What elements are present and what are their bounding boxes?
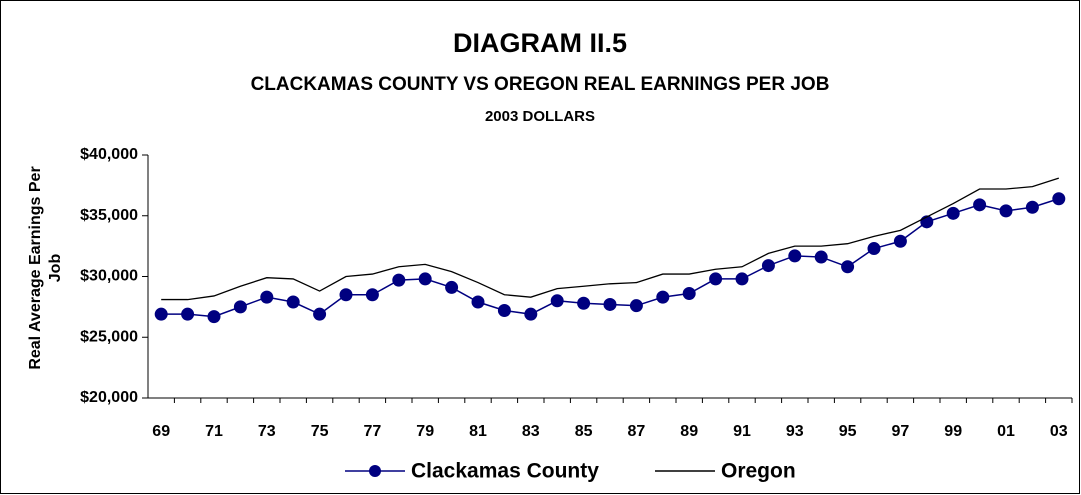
data-point	[735, 272, 749, 286]
data-point	[867, 242, 881, 256]
data-point	[260, 290, 274, 304]
x-tick-label: 73	[258, 423, 276, 440]
x-tick-label: 93	[786, 423, 804, 440]
data-point	[999, 204, 1013, 218]
x-tick-label: 95	[839, 423, 857, 440]
data-point	[471, 295, 485, 309]
data-point	[1025, 200, 1039, 214]
data-point	[392, 273, 406, 287]
x-tick-label: 69	[152, 423, 170, 440]
data-point	[207, 310, 221, 324]
x-tick-label: 75	[311, 423, 329, 440]
data-point	[709, 272, 723, 286]
x-tick-label: 89	[680, 423, 698, 440]
x-tick-label: 77	[364, 423, 382, 440]
data-point	[524, 307, 538, 321]
legend-label: Oregon	[721, 460, 796, 483]
data-point	[577, 296, 591, 310]
chart-note: 2003 DOLLARS	[485, 108, 595, 125]
x-tick-label: 85	[575, 423, 593, 440]
data-point	[233, 300, 247, 314]
chart-title: DIAGRAM II.5	[453, 28, 627, 58]
y-axis-label: Real Average Earnings Per	[27, 166, 44, 369]
data-point	[313, 307, 327, 321]
data-point	[603, 297, 617, 311]
data-point	[629, 299, 643, 313]
data-point	[550, 294, 564, 308]
data-point	[973, 198, 987, 212]
y-tick-label: $35,000	[80, 207, 138, 224]
data-point	[154, 307, 168, 321]
data-point	[893, 234, 907, 248]
x-tick-label: 97	[892, 423, 910, 440]
x-tick-label: 99	[944, 423, 962, 440]
y-tick-label: $30,000	[80, 268, 138, 285]
data-point	[497, 304, 511, 318]
data-point	[365, 288, 379, 302]
series-line	[161, 177, 1059, 301]
x-tick-label: 91	[733, 423, 751, 440]
y-tick-label: $25,000	[80, 328, 138, 345]
x-tick-label: 03	[1050, 423, 1068, 440]
y-tick-label: $20,000	[80, 389, 138, 406]
chart-subtitle: CLACKAMAS COUNTY VS OREGON REAL EARNINGS…	[251, 74, 830, 95]
data-point	[339, 288, 353, 302]
data-point	[1052, 192, 1066, 206]
data-point	[286, 295, 300, 309]
data-point	[181, 307, 195, 321]
data-point	[814, 250, 828, 264]
x-tick-label: 79	[416, 423, 434, 440]
x-tick-label: 81	[469, 423, 487, 440]
y-tick-label: $40,000	[80, 146, 138, 163]
data-point	[946, 206, 960, 220]
legend-marker	[369, 465, 381, 477]
x-tick-label: 87	[628, 423, 646, 440]
data-point	[761, 259, 775, 273]
x-tick-label: 71	[205, 423, 223, 440]
y-axis-label: Job	[47, 254, 64, 283]
x-tick-label: 01	[997, 423, 1015, 440]
data-point	[841, 260, 855, 274]
data-point	[445, 280, 459, 294]
data-point	[418, 272, 432, 286]
data-point	[788, 249, 802, 263]
data-point	[682, 287, 696, 301]
x-tick-label: 83	[522, 423, 540, 440]
data-point	[656, 290, 670, 304]
legend-label: Clackamas County	[411, 460, 599, 483]
